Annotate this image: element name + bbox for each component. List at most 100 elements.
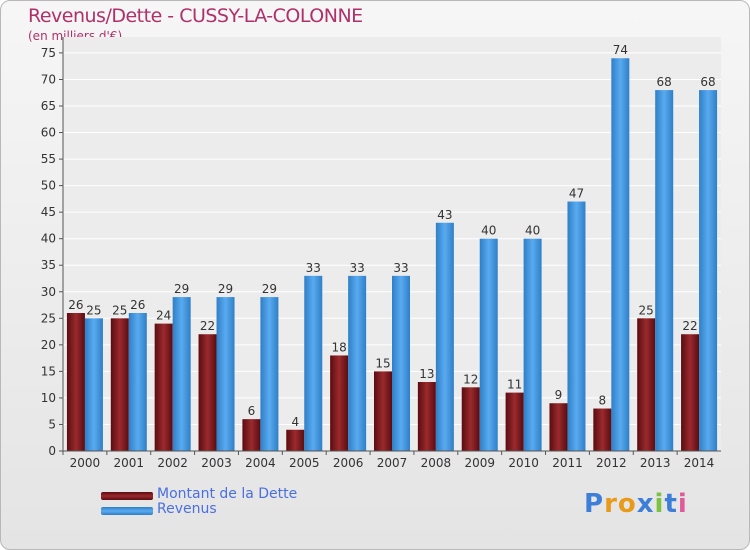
- chart-title: Revenus/Dette - CUSSY-LA-COLONNE: [28, 5, 363, 27]
- proxiti-logo: Proxiti: [584, 489, 688, 519]
- data-label-revenus: 33: [349, 261, 364, 275]
- data-label-debt: 13: [419, 367, 434, 381]
- x-tick-label: 2004: [245, 456, 276, 470]
- bar-revenus: [655, 90, 674, 452]
- data-label-revenus: 26: [130, 298, 145, 312]
- y-tick-label: 60: [41, 126, 56, 140]
- legend-swatch-debt: [101, 492, 153, 500]
- data-label-debt: 24: [156, 309, 171, 323]
- data-label-revenus: 43: [437, 208, 452, 222]
- data-label-debt: 18: [331, 340, 346, 354]
- logo-letter: o: [617, 489, 637, 519]
- x-tick-label: 2006: [333, 456, 364, 470]
- y-tick-label: 10: [41, 391, 56, 405]
- data-label-debt: 9: [555, 388, 563, 402]
- y-tick-label: 75: [41, 46, 56, 60]
- bar-debt: [242, 419, 261, 451]
- legend-label-revenus: Revenus: [157, 501, 217, 517]
- y-tick-label: 45: [41, 205, 56, 219]
- logo-letter: x: [636, 489, 655, 519]
- bar-debt: [505, 392, 524, 451]
- bar-revenus: [84, 318, 103, 451]
- bar-debt: [593, 408, 612, 451]
- x-tick-label: 2000: [70, 456, 101, 470]
- y-tick-label: 20: [41, 338, 56, 352]
- x-tick-label: 2002: [157, 456, 188, 470]
- bar-debt: [286, 429, 305, 451]
- y-tick-label: 15: [41, 364, 56, 378]
- bar-debt: [637, 318, 656, 451]
- x-tick-label: 2011: [552, 456, 583, 470]
- x-tick-label: 2013: [640, 456, 671, 470]
- data-label-debt: 12: [463, 372, 478, 386]
- y-tick-label: 30: [41, 285, 56, 299]
- logo-letter: i: [677, 489, 688, 519]
- bar-revenus: [304, 275, 323, 451]
- x-tick-label: 2007: [377, 456, 408, 470]
- legend-swatch-revenus: [101, 507, 153, 515]
- x-tick-label: 2009: [464, 456, 495, 470]
- data-label-debt: 8: [599, 394, 607, 408]
- data-label-revenus: 29: [218, 282, 233, 296]
- bar-revenus: [348, 275, 367, 451]
- data-label-revenus: 47: [569, 187, 584, 201]
- y-tick-label: 55: [41, 152, 56, 166]
- data-label-debt: 22: [200, 319, 215, 333]
- bar-debt: [198, 334, 217, 451]
- data-label-revenus: 74: [613, 43, 628, 57]
- bar-revenus: [567, 201, 586, 451]
- data-label-revenus: 40: [481, 224, 496, 238]
- y-tick-label: 50: [41, 179, 56, 193]
- x-tick-label: 2012: [596, 456, 627, 470]
- x-tick-label: 2001: [114, 456, 145, 470]
- bar-debt: [154, 323, 173, 451]
- y-tick-label: 0: [48, 444, 56, 458]
- data-label-debt: 22: [682, 319, 697, 333]
- legend-label-debt: Montant de la Dette: [157, 486, 298, 502]
- logo-letter: r: [604, 489, 618, 519]
- bar-revenus: [523, 238, 542, 451]
- bar-debt: [330, 355, 349, 451]
- data-label-debt: 6: [248, 404, 256, 418]
- y-tick-label: 65: [41, 99, 56, 113]
- bar-revenus: [216, 297, 235, 451]
- y-tick-label: 70: [41, 72, 56, 86]
- data-label-revenus: 29: [174, 282, 189, 296]
- data-label-debt: 25: [112, 303, 127, 317]
- bar-debt: [417, 382, 436, 451]
- bar-debt: [549, 403, 568, 451]
- data-label-debt: 15: [375, 356, 390, 370]
- x-tick-label: 2014: [684, 456, 715, 470]
- bar-debt: [374, 371, 392, 451]
- bar-debt: [461, 387, 480, 451]
- data-label-debt: 11: [507, 378, 522, 392]
- data-label-debt: 25: [639, 303, 654, 317]
- bar-revenus: [172, 297, 191, 451]
- data-label-revenus: 33: [306, 261, 321, 275]
- bar-revenus: [611, 58, 630, 451]
- bar-revenus: [260, 297, 279, 451]
- y-tick-label: 35: [41, 258, 56, 272]
- bar-debt: [110, 318, 129, 451]
- x-tick-label: 2003: [201, 456, 232, 470]
- data-label-debt: 26: [68, 298, 83, 312]
- bar-revenus: [435, 222, 454, 451]
- logo-letter: P: [584, 489, 605, 519]
- bar-debt: [681, 334, 700, 451]
- logo-letter: t: [664, 489, 678, 519]
- x-tick-label: 2005: [289, 456, 320, 470]
- data-label-revenus: 68: [657, 75, 672, 89]
- bar-revenus: [699, 90, 718, 452]
- data-label-revenus: 29: [262, 282, 277, 296]
- logo-letter: i: [654, 489, 665, 519]
- bar-revenus: [392, 275, 410, 451]
- y-tick-label: 40: [41, 232, 56, 246]
- bar-debt: [66, 313, 85, 451]
- x-tick-label: 2008: [421, 456, 452, 470]
- bar-revenus: [479, 238, 498, 451]
- data-label-revenus: 40: [525, 224, 540, 238]
- data-label-revenus: 25: [86, 303, 101, 317]
- y-tick-label: 25: [41, 311, 56, 325]
